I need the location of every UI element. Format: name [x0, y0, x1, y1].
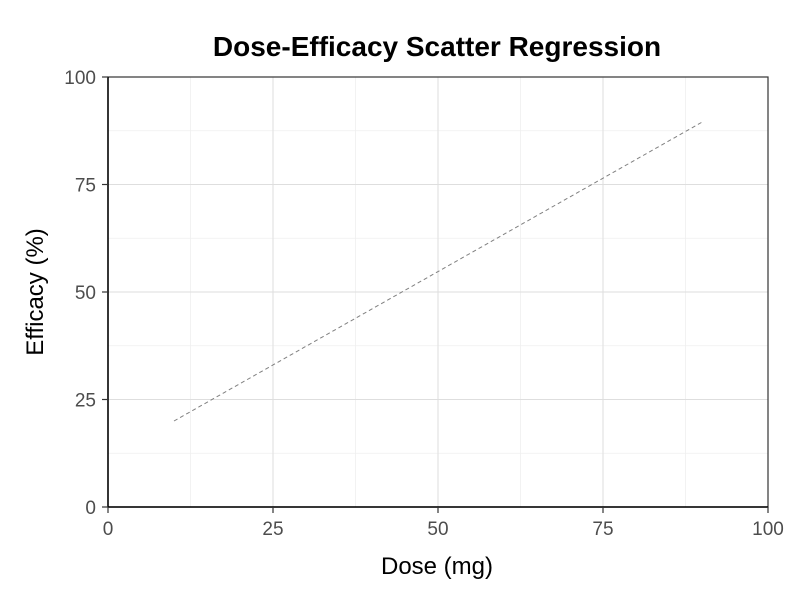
y-axis-ticks: 0 25 50 75 100	[64, 68, 108, 519]
y-tick-label: 50	[75, 283, 96, 304]
x-axis-title: Dose (mg)	[381, 553, 493, 580]
x-tick-label: 50	[427, 519, 448, 540]
regression-line	[173, 121, 703, 422]
x-tick-label: 25	[262, 519, 283, 540]
y-tick-label: 0	[85, 498, 96, 519]
y-axis-title: Efficacy (%)	[22, 228, 49, 356]
series-layer	[173, 121, 703, 422]
y-tick-label: 75	[75, 176, 96, 197]
y-tick-label: 25	[75, 391, 96, 412]
x-tick-label: 100	[752, 519, 784, 540]
chart-title: Dose-Efficacy Scatter Regression	[213, 31, 661, 62]
x-tick-label: 75	[592, 519, 613, 540]
x-axis-ticks: 0 25 50 75 100	[103, 507, 784, 540]
x-tick-label: 0	[103, 519, 114, 540]
y-tick-label: 100	[64, 68, 96, 89]
